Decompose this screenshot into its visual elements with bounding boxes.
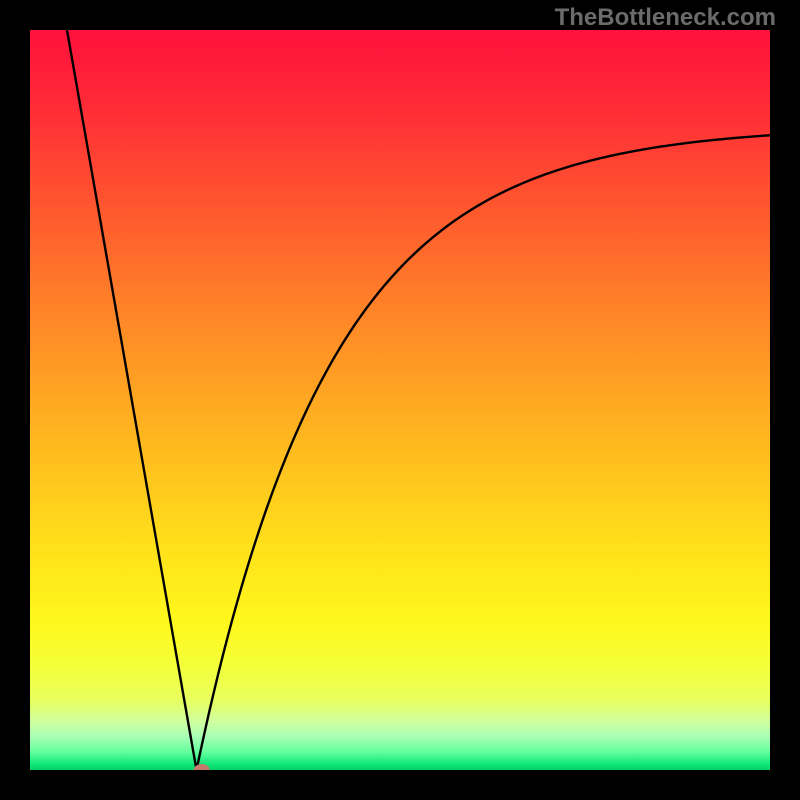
watermark-text: TheBottleneck.com bbox=[555, 4, 776, 32]
gradient-background bbox=[30, 30, 770, 770]
plot-area bbox=[30, 30, 770, 770]
chart-svg bbox=[30, 30, 770, 770]
